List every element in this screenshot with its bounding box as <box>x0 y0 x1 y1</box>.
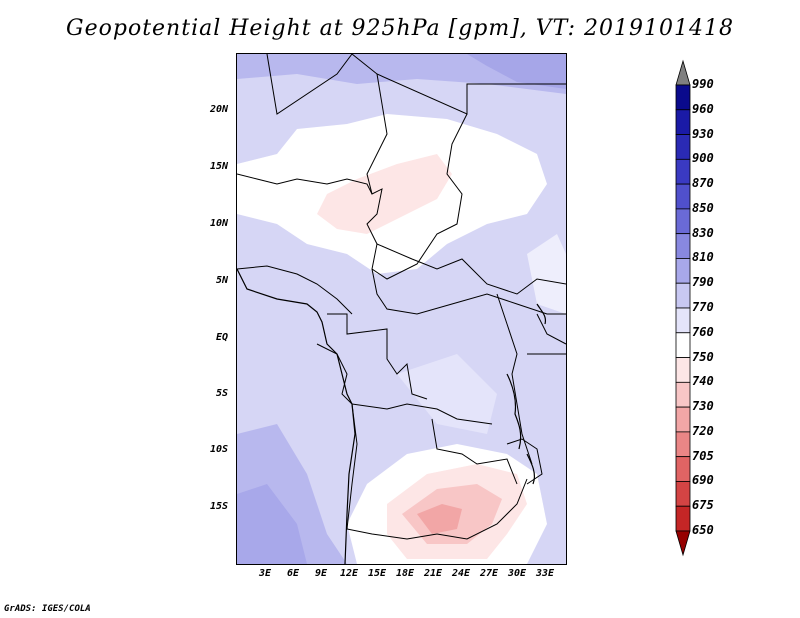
x-tick-label: 33E <box>535 568 555 579</box>
southwest-deep-field <box>237 484 307 564</box>
x-tick-label: 27E <box>479 568 499 579</box>
border-algeria-niger <box>266 54 353 115</box>
colorbar-level-label: 690 <box>692 473 714 488</box>
colorbar-level-label: 930 <box>692 126 714 141</box>
border-niger-nigeria <box>237 173 373 195</box>
y-tick-label: EQ <box>215 332 228 343</box>
border-congo <box>327 313 428 400</box>
east-light-field <box>527 234 566 314</box>
colorbar-swatch <box>675 406 691 433</box>
x-tick-label: 12E <box>339 568 359 579</box>
colorbar-level-label: 990 <box>692 77 714 91</box>
border-uganda <box>536 313 566 345</box>
colorbar-swatch <box>675 183 691 210</box>
colorbar-level-label: 705 <box>692 448 714 463</box>
map-panel <box>236 53 567 565</box>
x-tick-label: 3E <box>258 568 272 579</box>
colorbar-swatch <box>675 357 691 383</box>
colorbar-level-label: 850 <box>692 200 714 215</box>
y-tick-label: 15S <box>209 501 228 512</box>
x-tick-label: 9E <box>314 568 328 579</box>
border-great-lakes <box>496 293 533 465</box>
colorbar-level-label: 830 <box>692 225 714 240</box>
x-tick-label: 15E <box>367 568 387 579</box>
border-lake-nyasa <box>506 438 543 485</box>
y-tick-label: 5S <box>215 388 228 399</box>
border-nigeria-cameroon <box>237 265 353 315</box>
colorbar-level-label: 740 <box>692 374 714 389</box>
colorbar-swatch <box>675 258 691 284</box>
colorbar-swatch <box>675 431 691 458</box>
border-zambia-south <box>436 478 528 540</box>
colorbar-swatch <box>675 332 691 358</box>
colorbar-swatch <box>675 307 691 334</box>
central-light-field <box>397 354 497 434</box>
colorbar-bottom-arrow <box>675 530 691 557</box>
x-tick-label: 18E <box>395 568 415 579</box>
colorbar-level-label: 900 <box>692 151 714 166</box>
border-car-drc <box>371 268 566 315</box>
coastline <box>237 268 547 564</box>
border-angola-drc <box>351 403 493 425</box>
colorbar-level-label: 675 <box>692 498 714 513</box>
chart-title: Geopotential Height at 925hPa [gpm], VT:… <box>66 16 734 41</box>
y-tick-label: 15N <box>209 161 228 172</box>
colorbar-swatch <box>675 282 691 309</box>
south-pink-core-field <box>417 504 462 534</box>
border-zambia <box>431 418 518 485</box>
border-gabon <box>316 343 353 405</box>
colorbar-level-label: 870 <box>692 176 714 191</box>
colorbar-top-arrow <box>675 59 691 86</box>
atlantic-coast <box>237 268 356 564</box>
lake-malawi <box>526 453 536 485</box>
colorbar-swatch <box>675 381 691 408</box>
x-tick-label: 6E <box>286 568 300 579</box>
colorbar-swatch <box>675 208 691 235</box>
colorbar-swatch <box>675 456 691 482</box>
lake-victoria <box>536 303 547 325</box>
x-tick-label: 24E <box>451 568 471 579</box>
y-tick-label: 5N <box>215 275 228 286</box>
colorbar-level-label: 960 <box>692 101 714 116</box>
lake-tanganyika <box>506 373 522 450</box>
colorbar-swatch <box>675 134 691 160</box>
colorbar-level-label: 770 <box>692 300 714 314</box>
colorbar-swatch <box>675 109 691 135</box>
border-car-sudan <box>376 243 566 295</box>
x-tick-label: 21E <box>423 568 443 579</box>
geopotential-map <box>237 54 566 564</box>
colorbar-level-label: 790 <box>692 275 714 290</box>
x-tick-label: 30E <box>507 568 527 579</box>
colorbar-swatch <box>675 233 691 259</box>
y-tick-label: 20N <box>209 104 228 115</box>
colorbar-level-label: 730 <box>692 399 714 414</box>
y-tick-label: 10N <box>209 218 228 229</box>
colorbar-level-label: 720 <box>692 423 714 438</box>
credit-text: GrADS: IGES/COLA <box>4 604 91 614</box>
y-tick-label: 10S <box>209 444 228 455</box>
colorbar-swatch <box>675 505 691 532</box>
north-east-field <box>467 54 566 89</box>
colorbar-swatch <box>675 158 691 185</box>
colorbar-level-label: 750 <box>692 349 714 364</box>
colorbar-level-label: 810 <box>692 250 714 265</box>
north-pink-field <box>317 154 452 234</box>
colorbar-level-label: 650 <box>692 523 714 537</box>
colorbar-swatch <box>675 84 691 111</box>
colorbar-level-label: 760 <box>692 324 714 339</box>
colorbar-swatch <box>675 481 691 507</box>
